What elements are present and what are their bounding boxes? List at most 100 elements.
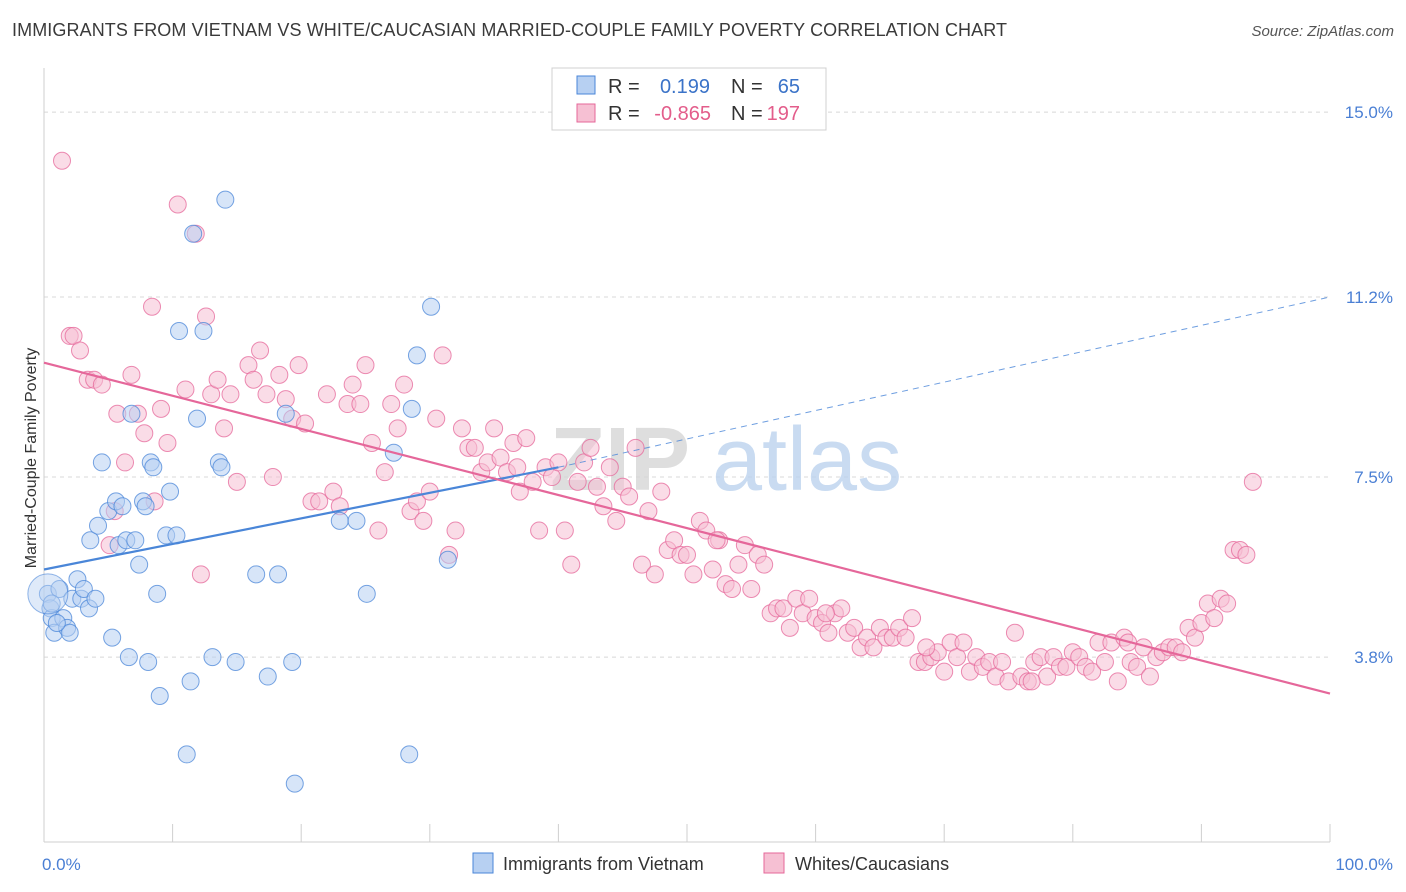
scatter-point-vietnam: [438, 550, 457, 569]
scatter-point-vietnam: [194, 322, 213, 341]
scatter-point-vietnam: [285, 774, 304, 793]
scatter-point-white: [1022, 672, 1041, 691]
scatter-point-white: [375, 463, 394, 482]
scatter-point-white: [780, 618, 799, 637]
legend-n-value: 197: [767, 103, 800, 125]
trend-line-vietnam: [43, 466, 559, 571]
scatter-point-white: [197, 307, 216, 326]
scatter-point-white: [53, 151, 72, 170]
scatter-point-white: [382, 395, 401, 414]
scatter-point-white: [452, 419, 471, 438]
scatter-point-white: [152, 399, 171, 418]
scatter-point-vietnam: [130, 555, 149, 574]
scatter-point-vietnam: [258, 667, 277, 686]
scatter-point-white: [427, 409, 446, 428]
scatter-point-white: [356, 356, 375, 375]
scatter-point-white: [251, 341, 270, 360]
bottom-legend-swatch-pink: [763, 852, 785, 874]
scatter-point-white: [684, 565, 703, 584]
y-tick-label: 15.0%: [1345, 103, 1393, 122]
legend-swatch-pink: [576, 103, 596, 123]
scatter-point-white: [221, 385, 240, 404]
scatter-point-vietnam: [184, 224, 203, 243]
legend-r-value: -0.865: [654, 103, 711, 125]
scatter-point-vietnam: [139, 652, 158, 671]
scatter-point-white: [485, 419, 504, 438]
scatter-point-vietnam: [226, 652, 245, 671]
trend-line-white: [43, 361, 1331, 695]
scatter-point-vietnam: [136, 497, 155, 516]
scatter-point-white: [723, 579, 742, 598]
scatter-point-white: [465, 438, 484, 457]
scatter-point-vietnam: [407, 346, 426, 365]
scatter-point-white: [678, 545, 696, 564]
scatter-point-white: [176, 380, 195, 399]
scatter-point-white: [581, 438, 600, 457]
scatter-point-white: [568, 472, 587, 491]
scatter-point-white: [1140, 667, 1159, 686]
y-axis-label: Married-Couple Family Poverty: [23, 348, 40, 569]
scatter-point-vietnam: [247, 565, 266, 584]
scatter-point-white: [555, 521, 574, 540]
scatter-point-white: [208, 370, 227, 389]
scatter-point-vietnam: [113, 497, 132, 516]
y-tick-label: 11.2%: [1346, 288, 1393, 307]
chart-source: Source: ZipAtlas.com: [1251, 23, 1394, 40]
scatter-point-vietnam: [126, 531, 145, 550]
scatter-point-white: [263, 468, 282, 487]
scatter-point-white: [388, 419, 407, 438]
scatter-point-white: [510, 482, 529, 501]
scatter-point-white: [270, 365, 289, 384]
scatter-point-white: [92, 375, 111, 394]
y-tick-label: 7.5%: [1354, 468, 1393, 487]
scatter-point-white: [168, 195, 187, 214]
legend-r-value: 0.199: [660, 76, 710, 98]
scatter-point-vietnam: [400, 745, 419, 764]
scatter-point-white: [864, 638, 883, 657]
scatter-point-white: [433, 346, 452, 365]
scatter-point-white: [935, 662, 954, 681]
scatter-point-white: [652, 482, 671, 501]
legend-n-value: 65: [778, 76, 800, 98]
scatter-point-vietnam: [188, 409, 207, 428]
scatter-point-white: [517, 429, 536, 448]
scatter-point-white: [1095, 652, 1114, 671]
scatter-point-white: [845, 618, 864, 637]
scatter-point-white: [607, 511, 626, 530]
scatter-point-vietnam: [357, 584, 376, 603]
scatter-point-white: [369, 521, 388, 540]
scatter-point-vietnam: [60, 623, 79, 642]
scatter-point-white: [135, 424, 154, 443]
scatter-point-vietnam: [42, 594, 61, 613]
scatter-point-vietnam: [181, 672, 200, 691]
scatter-point-vietnam: [81, 531, 100, 550]
scatter-point-vietnam: [347, 511, 366, 530]
scatter-point-vietnam: [276, 404, 295, 423]
scatter-point-vietnam: [148, 584, 167, 603]
scatter-point-white: [414, 511, 433, 530]
scatter-point-white: [703, 560, 722, 579]
scatter-point-vietnam: [74, 579, 93, 598]
legend-r-label: R =: [608, 76, 640, 98]
scatter-point-white: [600, 458, 619, 477]
scatter-point-vietnam: [150, 687, 169, 706]
scatter-point-white: [832, 599, 851, 618]
axis-layer: 3.8% 7.5% 11.2% 15.0% 0.0% 100.0%: [42, 68, 1393, 874]
scatter-point-white: [395, 375, 414, 394]
scatter-point-white: [158, 433, 177, 452]
scatter-point-white: [289, 356, 308, 375]
scatter-point-vietnam: [170, 322, 189, 341]
scatter-point-vietnam: [216, 190, 235, 209]
scatter-point-white: [1108, 672, 1127, 691]
scatter-point-white: [587, 477, 606, 496]
scatter-point-vietnam: [203, 648, 222, 667]
scatter-point-white: [562, 555, 581, 574]
scatter-point-white: [215, 419, 234, 438]
scatter-point-white: [1128, 657, 1147, 676]
chart-title: IMMIGRANTS FROM VIETNAM VS WHITE/CAUCASI…: [12, 20, 1008, 40]
scatter-point-vietnam: [119, 648, 138, 667]
scatter-point-white: [954, 633, 973, 652]
scatter-point-white: [343, 375, 362, 394]
scatter-point-white: [645, 565, 664, 584]
